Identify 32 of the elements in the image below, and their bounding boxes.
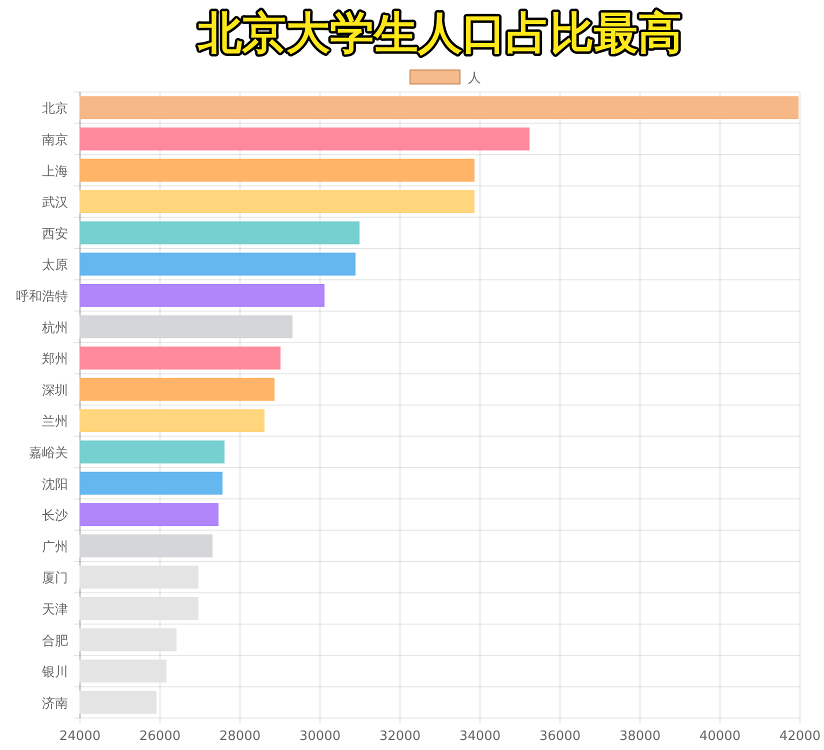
chart-title: 北京大学生人口占比最高 bbox=[197, 8, 682, 59]
y-tick-label: 西安 bbox=[42, 226, 68, 242]
y-tick-label: 上海 bbox=[42, 164, 68, 180]
y-tick-label: 南京 bbox=[42, 132, 68, 148]
y-tick-label: 郑州 bbox=[42, 352, 68, 368]
y-tick-label: 沈阳 bbox=[42, 477, 68, 492]
y-tick-label: 呼和浩特 bbox=[16, 289, 68, 304]
x-tick-label: 28000 bbox=[219, 729, 261, 744]
y-tick-label: 广州 bbox=[42, 540, 68, 555]
y-tick-label: 厦门 bbox=[42, 570, 68, 586]
x-tick-label: 24000 bbox=[59, 729, 101, 744]
y-tick-label: 天津 bbox=[42, 602, 68, 618]
y-tick-label: 长沙 bbox=[42, 508, 68, 524]
y-tick-label: 太原 bbox=[42, 258, 68, 274]
x-tick-label: 38000 bbox=[619, 729, 661, 744]
y-tick-label: 武汉 bbox=[42, 196, 68, 211]
legend-label: 人 bbox=[468, 71, 481, 86]
x-tick-label: 40000 bbox=[699, 729, 741, 744]
x-tick-label: 30000 bbox=[299, 729, 341, 744]
x-tick-label: 34000 bbox=[459, 729, 501, 744]
y-tick-label: 合肥 bbox=[42, 634, 68, 649]
y-tick-label: 深圳 bbox=[42, 383, 68, 398]
y-tick-label: 杭州 bbox=[41, 320, 68, 336]
x-tick-label: 32000 bbox=[379, 729, 421, 744]
y-tick-label: 北京 bbox=[42, 102, 68, 117]
x-tick-label: 26000 bbox=[139, 729, 181, 744]
y-tick-label: 嘉峪关 bbox=[29, 446, 68, 461]
y-tick-label: 兰州 bbox=[42, 414, 68, 430]
x-tick-label: 36000 bbox=[539, 729, 581, 744]
y-tick-label: 济南 bbox=[42, 696, 68, 712]
y-tick-label: 银川 bbox=[41, 665, 68, 680]
x-tick-label: 42000 bbox=[779, 729, 821, 744]
